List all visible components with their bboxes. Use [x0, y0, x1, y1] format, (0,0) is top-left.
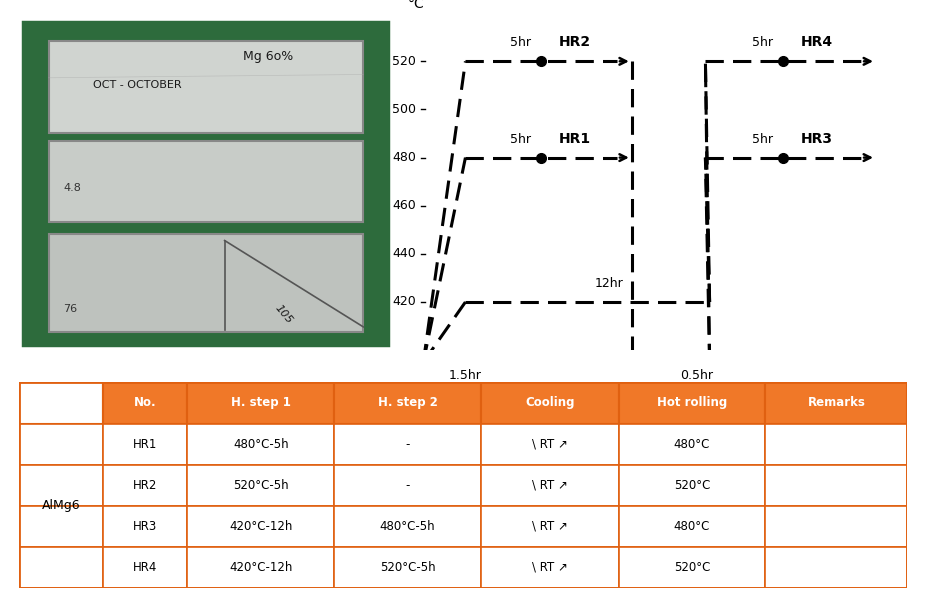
Bar [765, 382, 907, 424]
Text: \ RT ↗: \ RT ↗ [532, 520, 568, 533]
Bar [187, 547, 334, 588]
Bar [19, 464, 103, 506]
Bar [103, 464, 187, 506]
Bar [481, 547, 619, 588]
Bar [619, 382, 765, 424]
Text: -: - [406, 437, 409, 451]
Bar [481, 464, 619, 506]
Text: 5hr: 5hr [509, 133, 531, 146]
Text: 520°C-5h: 520°C-5h [233, 479, 289, 491]
Text: 460: 460 [392, 199, 416, 212]
Text: HR2: HR2 [558, 35, 591, 49]
Bar [48, 141, 363, 222]
Text: 12hr: 12hr [594, 277, 623, 290]
Text: 105: 105 [273, 303, 294, 326]
Text: Mg 6o%: Mg 6o% [244, 50, 294, 62]
Bar [481, 382, 619, 424]
Text: \ RT ↗: \ RT ↗ [532, 561, 568, 574]
Bar [765, 506, 907, 547]
Text: HR3: HR3 [801, 131, 833, 146]
Bar [619, 547, 765, 588]
Text: HR3: HR3 [133, 520, 157, 533]
Text: Hot rolling: Hot rolling [657, 397, 727, 409]
Bar [619, 506, 765, 547]
Text: 520°C: 520°C [674, 561, 710, 574]
Bar [19, 506, 103, 547]
Text: 480°C: 480°C [674, 520, 710, 533]
Text: 480°C-5h: 480°C-5h [233, 437, 289, 451]
Text: \ RT ↗: \ RT ↗ [532, 437, 568, 451]
Text: Cooling: Cooling [525, 397, 574, 409]
Bar [103, 424, 187, 464]
Text: 440: 440 [392, 247, 416, 260]
Text: 76: 76 [64, 304, 78, 314]
Bar [334, 424, 481, 464]
Text: HR2: HR2 [133, 479, 157, 491]
Text: 420: 420 [392, 295, 416, 308]
Bar [187, 382, 334, 424]
Text: -: - [406, 479, 409, 491]
Bar [765, 547, 907, 588]
Text: Remarks: Remarks [807, 397, 865, 409]
Text: 5hr: 5hr [752, 133, 772, 146]
Bar [765, 464, 907, 506]
Text: 520°C: 520°C [674, 479, 710, 491]
Bar [187, 424, 334, 464]
Bar [481, 424, 619, 464]
Text: 420°C-12h: 420°C-12h [229, 520, 293, 533]
Text: HR1: HR1 [133, 437, 157, 451]
Bar [481, 506, 619, 547]
Text: 520: 520 [392, 55, 416, 68]
Bar [103, 382, 187, 424]
Text: 420°C-12h: 420°C-12h [229, 561, 293, 574]
Bar [19, 382, 103, 424]
Bar [619, 464, 765, 506]
Bar [19, 547, 103, 588]
Bar [103, 506, 187, 547]
Bar [765, 424, 907, 464]
Text: OCT - OCTOBER: OCT - OCTOBER [94, 80, 182, 90]
Text: No.: No. [134, 397, 156, 409]
Text: 5hr: 5hr [752, 36, 772, 49]
Bar [187, 506, 334, 547]
Text: 500: 500 [392, 103, 416, 116]
Text: 5hr: 5hr [509, 36, 531, 49]
Bar [19, 424, 103, 464]
Text: 4.8: 4.8 [64, 183, 81, 193]
Bar [48, 234, 363, 332]
Text: AlMg6: AlMg6 [42, 499, 80, 512]
Bar [334, 382, 481, 424]
Text: 480°C: 480°C [674, 437, 710, 451]
Bar [103, 547, 187, 588]
Bar [48, 41, 363, 133]
Text: 0.5hr: 0.5hr [681, 370, 714, 382]
Bar [334, 506, 481, 547]
Text: HR1: HR1 [558, 131, 591, 146]
Bar [334, 464, 481, 506]
Bar [334, 547, 481, 588]
Bar [619, 424, 765, 464]
Text: 1.5hr: 1.5hr [449, 370, 482, 382]
Text: 480°C-5h: 480°C-5h [380, 520, 435, 533]
Text: \ RT ↗: \ RT ↗ [532, 479, 568, 491]
Text: 480: 480 [392, 151, 416, 164]
Bar [187, 464, 334, 506]
Text: HR4: HR4 [133, 561, 157, 574]
Text: 520°C-5h: 520°C-5h [380, 561, 435, 574]
Text: H. step 1: H. step 1 [231, 397, 291, 409]
Text: °C: °C [407, 0, 424, 11]
Text: HR4: HR4 [801, 35, 833, 49]
Text: H. step 2: H. step 2 [378, 397, 437, 409]
